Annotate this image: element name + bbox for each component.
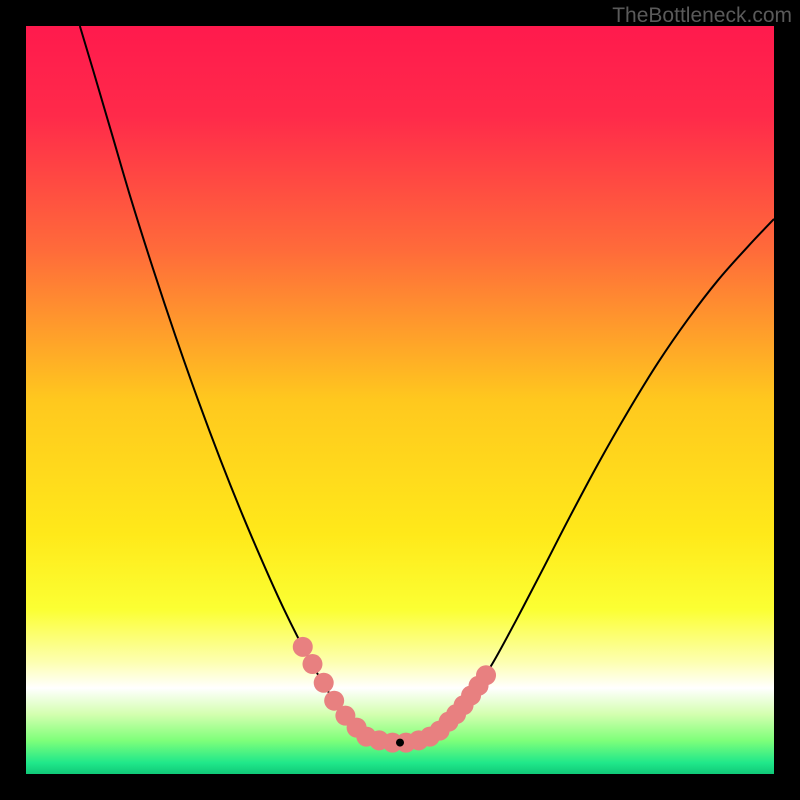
bottleneck-v-curve-chart bbox=[0, 0, 800, 800]
marker-dot bbox=[476, 665, 496, 685]
watermark-text: TheBottleneck.com bbox=[612, 4, 792, 28]
curve-minimum-dot bbox=[396, 739, 404, 747]
chart-container: TheBottleneck.com bbox=[0, 0, 800, 800]
chart-plot-area bbox=[26, 26, 774, 774]
marker-dot bbox=[314, 673, 334, 693]
marker-dot bbox=[302, 654, 322, 674]
marker-dot bbox=[293, 637, 313, 657]
